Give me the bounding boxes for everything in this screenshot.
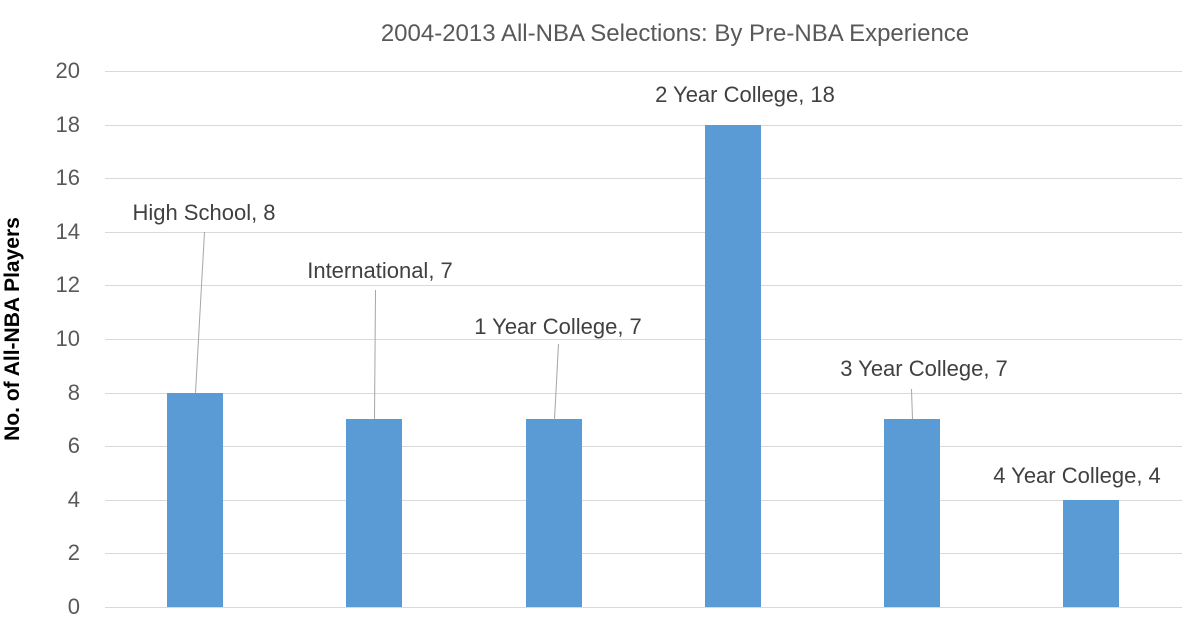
gridline [105,607,1182,608]
leader-line [195,232,205,393]
gridline [105,392,1182,394]
y-tick-label: 14 [55,218,80,244]
data-label: 1 Year College, 7 [474,314,642,339]
y-axis-label: No. of All-NBA Players [1,217,24,441]
y-tick-label: 12 [55,272,80,298]
chart-title: 2004-2013 All-NBA Selections: By Pre-NBA… [380,20,970,47]
y-tick-label: 18 [55,111,80,137]
bar-2-year-college [705,124,761,607]
gridline [105,71,1182,72]
bar-3-year-college [884,419,940,607]
y-tick-label: 20 [55,58,80,83]
y-tick-label: 8 [67,379,80,405]
leader-line [374,290,376,420]
bar-high-school [167,392,223,607]
gridline [105,124,1182,126]
bar-4-year-college [1063,499,1119,607]
gridline [105,446,1182,448]
y-tick-label: 0 [67,594,80,619]
gridline [105,178,1182,180]
y-tick-label: 2 [67,540,80,566]
y-tick-label: 16 [55,165,80,191]
gridline [105,553,1182,555]
bar-1-year-college [526,419,582,607]
data-label: 2 Year College, 18 [655,82,835,107]
data-label: 4 Year College, 4 [993,463,1161,488]
data-label: International, 7 [307,258,453,283]
gridline [105,499,1182,501]
data-label: High School, 8 [132,200,276,225]
y-tick-label: 6 [67,433,80,459]
gridline [105,339,1182,340]
gridline [105,285,1182,287]
leader-line [554,344,559,420]
y-tick-label: 4 [67,486,80,512]
gridline [105,231,1182,233]
bar-international [346,419,402,607]
y-tick-label: 10 [55,326,80,351]
data-label: 3 Year College, 7 [840,356,1008,381]
